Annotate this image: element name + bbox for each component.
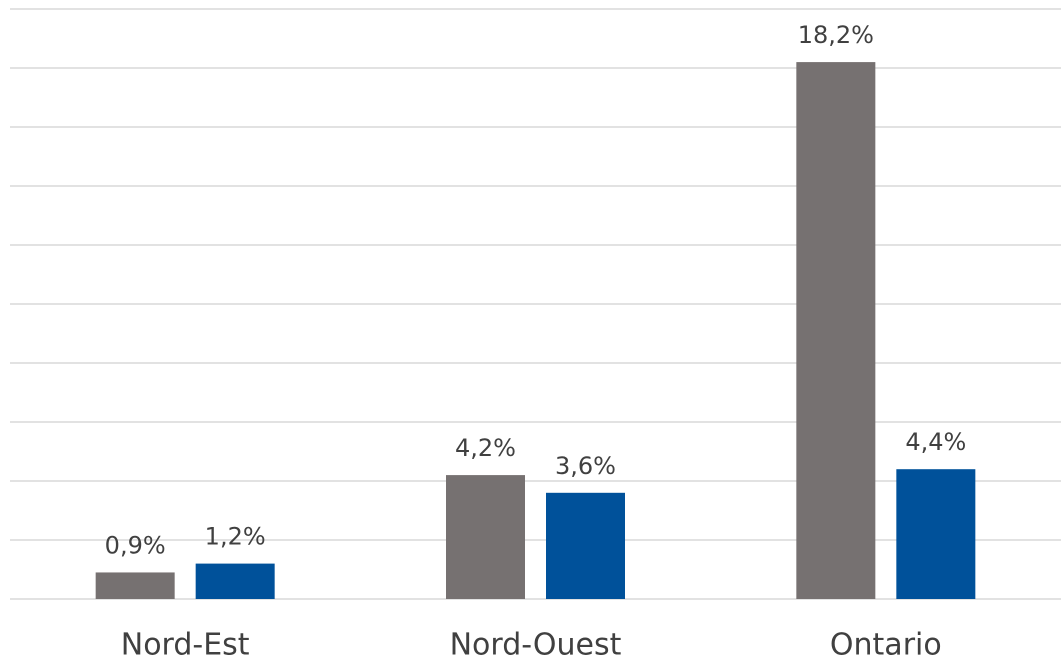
bar [546,492,625,599]
bar [796,62,876,600]
data-label: 4,4% [905,428,966,456]
x-tick-label: Ontario [830,628,942,663]
data-label: 18,2% [798,21,874,49]
x-tick-label: Nord-Est [121,628,250,663]
data-label: 1,2% [205,523,266,551]
data-label: 4,2% [455,434,516,462]
bar [95,572,175,599]
data-label: 0,9% [105,531,166,559]
data-label: 3,6% [555,452,616,480]
bar [446,475,525,599]
bar [896,469,976,599]
bar [195,563,275,599]
x-tick-label: Nord-Ouest [450,628,622,663]
